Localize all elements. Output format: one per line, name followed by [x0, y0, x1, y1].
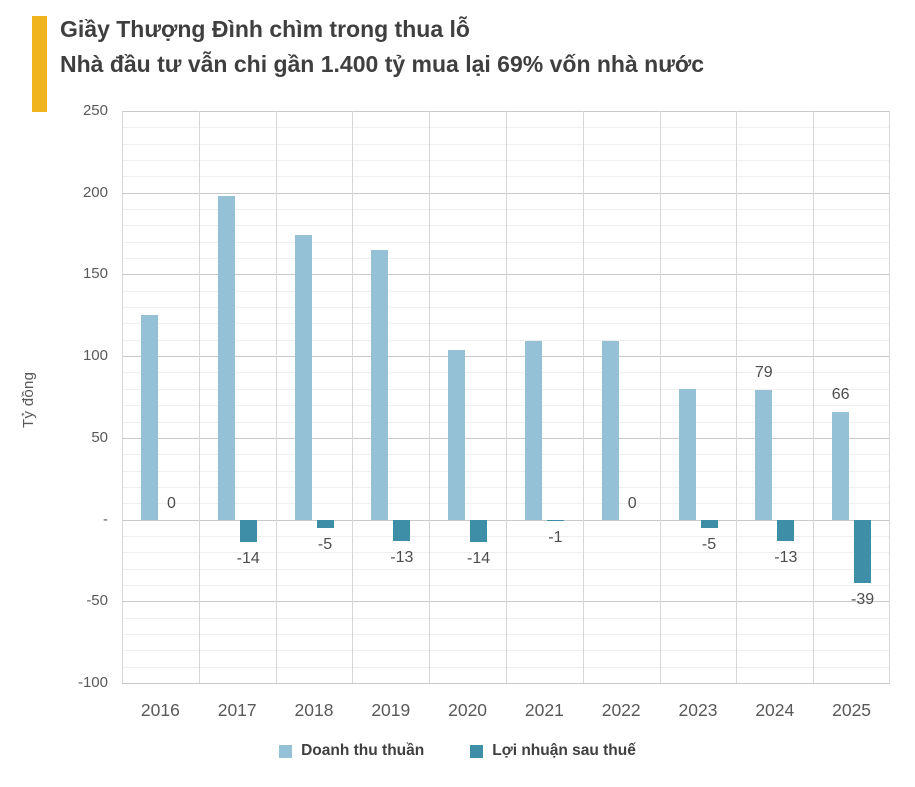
gridline-vertical	[506, 111, 507, 683]
profit-bar	[777, 519, 795, 541]
profit-data-label: -13	[774, 548, 798, 566]
y-tick-label: -50	[86, 592, 108, 610]
profit-data-label: -39	[851, 591, 875, 609]
x-tick-label: 2024	[755, 700, 795, 720]
revenue-bar	[601, 341, 619, 520]
gridline-vertical	[889, 111, 890, 683]
revenue-bar	[140, 315, 158, 520]
gridline-vertical	[736, 111, 737, 683]
x-tick-label: 2025	[832, 700, 872, 720]
x-tick-label: 2017	[217, 700, 257, 720]
profit-data-label: -5	[317, 535, 333, 553]
y-axis-title: Tỷ đồng	[20, 371, 37, 429]
y-tick-label: 100	[82, 347, 108, 365]
revenue-bar	[524, 341, 542, 520]
y-tick-label: 250	[82, 102, 108, 119]
profit-data-label: 0	[627, 494, 637, 512]
gridline-vertical	[352, 111, 353, 683]
profit-data-label: -14	[236, 550, 260, 568]
y-tick-label: 50	[91, 428, 108, 446]
profit-data-label: -1	[548, 529, 563, 547]
y-tick-label: -100	[77, 674, 108, 691]
profit-bar	[854, 519, 872, 584]
legend-label-revenue: Doanh thu thuần	[301, 742, 425, 759]
profit-data-label: -13	[390, 548, 414, 566]
profit-bar	[239, 519, 257, 543]
gridline-vertical	[583, 111, 584, 683]
revenue-bar	[294, 235, 312, 520]
y-tick-label: -	[103, 510, 108, 528]
revenue-bar	[217, 195, 235, 520]
y-tick-label: 150	[82, 265, 108, 283]
legend-label-profit: Lợi nhuận sau thuế	[492, 742, 636, 759]
profit-data-label: -5	[701, 535, 717, 553]
revenue-swatch-icon	[279, 744, 293, 758]
x-tick-label: 2016	[140, 700, 180, 720]
x-tick-label: 2018	[294, 700, 334, 720]
x-tick-label: 2022	[601, 700, 641, 720]
gridline-vertical	[276, 111, 277, 683]
gridline-vertical	[660, 111, 661, 683]
chart-title: Giầy Thượng Đình chìm trong thua lỗ Nhà …	[60, 12, 890, 82]
chart-title-line1: Giầy Thượng Đình chìm trong thua lỗ	[60, 16, 470, 42]
revenue-bar	[832, 411, 850, 520]
revenue-bar	[448, 349, 466, 520]
chart-legend: Doanh thu thuần Lợi nhuận sau thuế	[0, 742, 915, 760]
legend-item-profit: Lợi nhuận sau thuế	[470, 742, 636, 760]
profit-bar	[546, 519, 564, 522]
chart-title-line2: Nhà đầu tư vẫn chi gần 1.400 tỷ mua lại …	[60, 51, 705, 77]
x-tick-label: 2019	[371, 700, 411, 720]
profit-swatch-icon	[470, 744, 484, 758]
profit-bar	[393, 519, 411, 541]
profit-data-label: 0	[166, 494, 176, 512]
profit-data-label: -14	[467, 550, 491, 568]
legend-item-revenue: Doanh thu thuần	[279, 742, 424, 760]
y-tick-label: 200	[82, 183, 108, 201]
revenue-data-label: 66	[831, 385, 850, 403]
profit-bar	[470, 519, 488, 543]
gridline-vertical	[813, 111, 814, 683]
revenue-data-label: 79	[754, 364, 773, 382]
revenue-bar	[678, 388, 696, 520]
gridline-vertical	[122, 111, 123, 683]
gridline-major	[122, 683, 890, 684]
x-tick-label: 2020	[448, 700, 488, 720]
gridline-vertical	[199, 111, 200, 683]
x-tick-label: 2023	[678, 700, 718, 720]
revenue-bar	[755, 390, 773, 520]
x-tick-label: 2021	[524, 700, 564, 720]
gridline-vertical	[429, 111, 430, 683]
profit-bar	[316, 519, 334, 528]
profit-bar	[700, 519, 718, 528]
title-accent-bar	[32, 16, 47, 112]
plot-area: 0 2016 -14 2017 -5 2018 -13 2019 -14 2020 -1 2021 0 2…	[122, 111, 890, 720]
revenue-bar	[371, 249, 389, 520]
